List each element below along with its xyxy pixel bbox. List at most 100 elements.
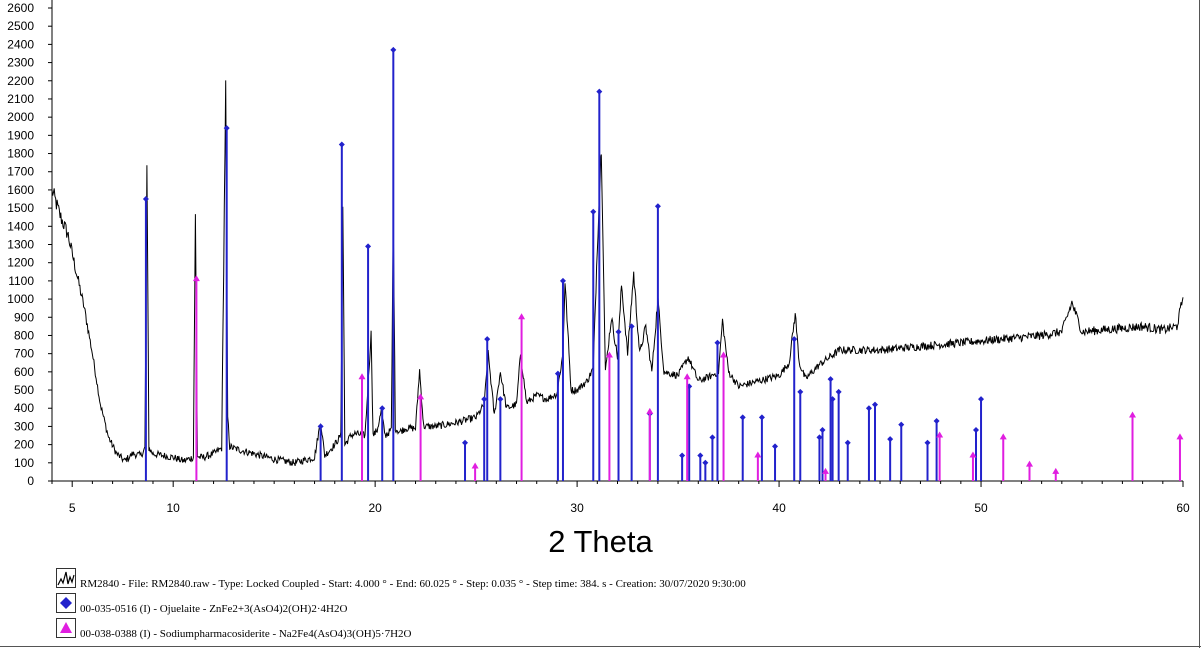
y-tick-label: 1900 — [7, 128, 34, 142]
marker-sodiumpharmacosiderite — [417, 393, 425, 400]
x-tick-label: 50 — [974, 501, 988, 515]
legend-item-sodiumpharmacosiderite: 00-038-0388 (I) - Sodiumpharmacosiderite… — [56, 618, 1156, 640]
marker-ojuelaite — [497, 396, 504, 403]
plot-area — [51, 46, 1184, 481]
y-tick-label: 700 — [14, 347, 34, 361]
marker-sodiumpharmacosiderite — [754, 451, 762, 458]
y-tick-label: 1200 — [7, 256, 34, 270]
marker-sodiumpharmacosiderite — [999, 433, 1007, 440]
marker-ojuelaite — [615, 328, 622, 335]
x-tick-label: 40 — [772, 501, 786, 515]
marker-sodiumpharmacosiderite — [1129, 411, 1137, 418]
marker-sodiumpharmacosiderite — [1052, 467, 1060, 474]
marker-ojuelaite — [559, 277, 566, 284]
marker-ojuelaite — [844, 439, 851, 446]
y-tick-label: 2100 — [7, 92, 34, 106]
marker-ojuelaite — [924, 439, 931, 446]
marker-ojuelaite — [933, 417, 940, 424]
marker-sodiumpharmacosiderite — [192, 275, 200, 282]
y-tick-label: 1700 — [7, 165, 34, 179]
y-tick-label: 800 — [14, 328, 34, 342]
frame-right — [1199, 0, 1200, 648]
marker-ojuelaite — [978, 396, 985, 403]
marker-ojuelaite — [819, 427, 826, 434]
y-tick-label: 100 — [14, 456, 34, 470]
legend-item-ojuelaite: 00-035-0516 (I) - Ojuelaite - ZnFe2+3(As… — [56, 593, 1156, 615]
marker-ojuelaite — [338, 141, 345, 148]
y-tick-label: 300 — [14, 419, 34, 433]
marker-sodiumpharmacosiderite — [605, 351, 613, 358]
y-tick-label: 0 — [27, 474, 34, 488]
marker-sodiumpharmacosiderite — [518, 313, 526, 320]
legend: RM2840 - File: RM2840.raw - Type: Locked… — [56, 568, 1156, 643]
y-tick-label: 200 — [14, 438, 34, 452]
marker-ojuelaite — [317, 423, 324, 430]
marker-ojuelaite — [223, 125, 230, 132]
y-tick-label: 2500 — [7, 19, 34, 33]
y-tick-label: 1400 — [7, 219, 34, 233]
x-tick-label: 20 — [368, 501, 382, 515]
y-tick-label: 1600 — [7, 183, 34, 197]
x-tick-label: 60 — [1176, 501, 1190, 515]
marker-ojuelaite — [739, 414, 746, 421]
x-tick-label: 30 — [570, 501, 584, 515]
marker-ojuelaite — [379, 405, 386, 412]
legend-label-sodiumpharmacosiderite: 00-038-0388 (I) - Sodiumpharmacosiderite… — [80, 628, 412, 640]
x-tick-label: 10 — [166, 501, 180, 515]
marker-ojuelaite — [365, 243, 372, 250]
marker-sodiumpharmacosiderite — [822, 467, 830, 474]
marker-ojuelaite — [679, 452, 686, 459]
marker-sodiumpharmacosiderite — [1026, 460, 1034, 467]
marker-sodiumpharmacosiderite — [358, 373, 366, 380]
y-tick-label: 900 — [14, 310, 34, 324]
frame-bottom — [0, 646, 1201, 647]
marker-ojuelaite — [697, 452, 704, 459]
marker-sodiumpharmacosiderite — [646, 407, 654, 414]
magenta-triangle-icon — [56, 618, 76, 638]
y-tick-label: 1000 — [7, 292, 34, 306]
marker-ojuelaite — [484, 336, 491, 343]
marker-ojuelaite — [628, 323, 635, 330]
marker-ojuelaite — [887, 436, 894, 443]
marker-ojuelaite — [390, 46, 397, 53]
marker-ojuelaite — [554, 370, 561, 377]
marker-sodiumpharmacosiderite — [683, 373, 691, 380]
y-tick-label: 1100 — [8, 274, 34, 288]
marker-ojuelaite — [714, 339, 721, 346]
marker-ojuelaite — [462, 439, 469, 446]
y-tick-label: 1500 — [7, 201, 34, 215]
axes: 0 100 200 300 400 500 600 700 800 900 1000 1100 1200… — [7, 0, 1190, 515]
marker-ojuelaite — [772, 443, 779, 450]
diffraction-chart: 0 100 200 300 400 500 600 700 800 900 1000 1100 1200… — [7, 0, 1190, 515]
y-tick-label: 2600 — [7, 1, 34, 15]
marker-ojuelaite — [702, 459, 709, 466]
y-tick-label: 500 — [14, 383, 34, 397]
y-tick-label: 2400 — [7, 37, 34, 51]
marker-ojuelaite — [898, 421, 905, 428]
marker-ojuelaite — [827, 376, 834, 383]
marker-ojuelaite — [835, 388, 842, 395]
marker-sodiumpharmacosiderite — [969, 451, 977, 458]
marker-sodiumpharmacosiderite — [936, 431, 944, 438]
marker-sodiumpharmacosiderite — [471, 462, 479, 469]
legend-item-pattern: RM2840 - File: RM2840.raw - Type: Locked… — [56, 568, 1156, 590]
marker-ojuelaite — [797, 388, 804, 395]
marker-ojuelaite — [142, 196, 149, 203]
y-tick-label: 2200 — [7, 74, 34, 88]
marker-ojuelaite — [709, 434, 716, 441]
marker-ojuelaite — [816, 434, 823, 441]
marker-ojuelaite — [590, 208, 597, 215]
marker-sodiumpharmacosiderite — [1176, 433, 1184, 440]
pattern-line-icon — [56, 568, 76, 588]
y-tick-label: 2000 — [7, 110, 34, 124]
marker-ojuelaite — [872, 401, 879, 408]
marker-ojuelaite — [654, 203, 661, 210]
y-tick-label: 600 — [14, 365, 34, 379]
legend-label-ojuelaite: 00-035-0516 (I) - Ojuelaite - ZnFe2+3(As… — [80, 603, 348, 615]
marker-ojuelaite — [481, 396, 488, 403]
marker-ojuelaite — [596, 88, 603, 95]
series-measured-pattern — [51, 80, 1184, 467]
x-axis-title: 2 Theta — [548, 524, 653, 559]
marker-ojuelaite — [791, 336, 798, 343]
x-tick-label: 5 — [69, 501, 76, 515]
